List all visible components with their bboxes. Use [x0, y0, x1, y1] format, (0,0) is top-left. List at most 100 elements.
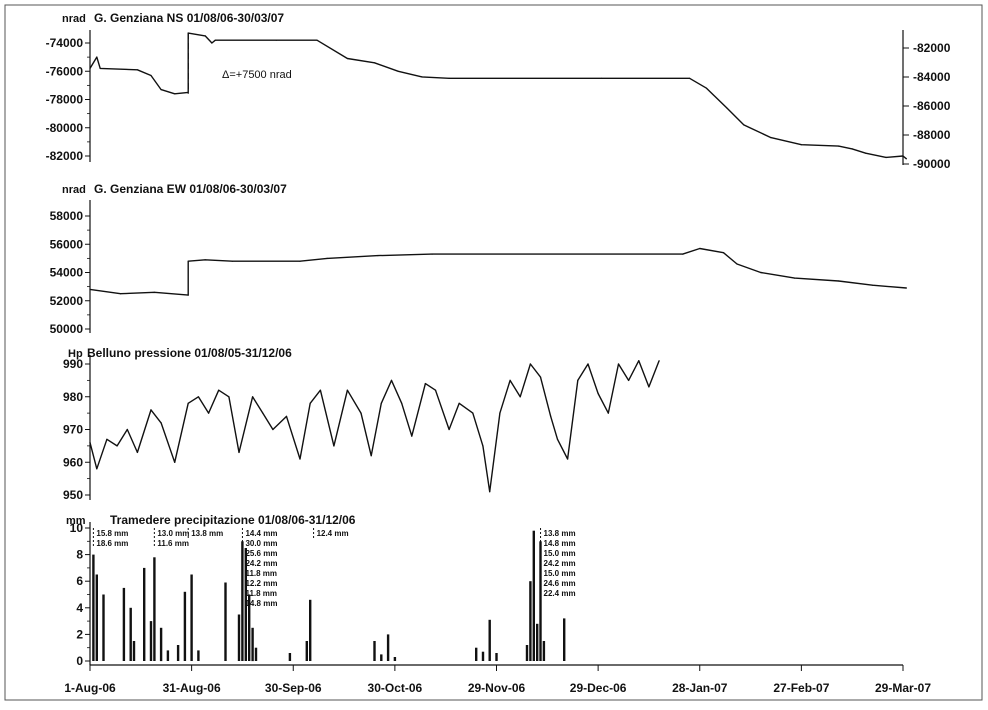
- series-line: [89, 247, 907, 296]
- precip-annotation: 13.0 mm: [157, 529, 189, 538]
- y-unit-label: mm: [66, 515, 86, 527]
- precip-bar: [481, 651, 485, 661]
- precip-bar: [529, 581, 532, 661]
- precip-annotation: 15.0 mm: [544, 549, 576, 558]
- data-point: [905, 287, 908, 289]
- data-point: [262, 412, 264, 414]
- precip-annotation: 13.8 mm: [191, 529, 223, 538]
- data-point: [682, 253, 684, 255]
- x-tick-label: 31-Aug-06: [163, 681, 221, 695]
- precip-annotation: 11.6 mm: [157, 539, 189, 548]
- precip-bar: [288, 653, 292, 661]
- precip-bar: [244, 548, 247, 661]
- data-point: [218, 389, 220, 391]
- data-point: [160, 422, 162, 424]
- data-point: [126, 428, 128, 431]
- data-point: [272, 428, 274, 431]
- y-tick-label: -78000: [46, 93, 84, 107]
- precip-bar: [542, 641, 546, 661]
- x-tick-label: 29-Nov-06: [468, 681, 526, 695]
- precip-bar: [159, 627, 163, 662]
- precip-bar: [92, 554, 95, 661]
- data-point: [458, 402, 460, 404]
- y-tick-label: 10: [70, 521, 84, 535]
- x-tick-label: 29-Mar-07: [875, 681, 931, 695]
- precip-bar: [166, 650, 170, 661]
- precip-bar: [563, 618, 566, 661]
- precip-bar: [393, 657, 397, 661]
- precip-bar: [305, 641, 308, 661]
- y-tick-label: 54000: [50, 266, 84, 280]
- data-point: [150, 74, 152, 77]
- data-point: [309, 402, 311, 404]
- y-tick-label-right: -88000: [913, 128, 951, 142]
- chart-title: Belluno pressione 01/08/05-31/12/06: [87, 346, 292, 360]
- x-tick-label: 28-Jan-07: [672, 681, 728, 695]
- precip-annotation: 25.6 mm: [245, 549, 277, 558]
- precip-bar: [224, 582, 227, 661]
- data-point: [600, 77, 603, 79]
- data-point: [838, 145, 840, 147]
- series-line: [89, 32, 907, 160]
- y-unit-label: nrad: [62, 13, 86, 25]
- delta-annotation: Δ=+7500 nrad: [222, 69, 292, 81]
- data-point: [89, 288, 91, 290]
- precip-annotation: 22.4 mm: [544, 589, 576, 598]
- data-point: [577, 379, 579, 381]
- precip-bar: [183, 591, 187, 661]
- data-point: [658, 360, 660, 362]
- precip-bar: [129, 607, 132, 661]
- precip-bar: [237, 614, 241, 661]
- data-point: [401, 402, 403, 404]
- data-point: [431, 253, 433, 255]
- y-unit-label: nrad: [62, 184, 86, 196]
- data-point: [556, 438, 559, 440]
- y-tick-label: 6: [76, 574, 83, 588]
- y-tick-label: 990: [63, 357, 83, 371]
- data-point: [360, 412, 362, 414]
- precip-annotation: 30.0 mm: [245, 539, 277, 548]
- data-point: [197, 396, 199, 398]
- precip-bar: [248, 594, 251, 661]
- data-point: [187, 91, 189, 93]
- data-point: [885, 156, 887, 158]
- precip-annotation: 14.4 mm: [245, 529, 277, 538]
- data-point: [550, 415, 552, 417]
- series-line: [89, 360, 660, 493]
- data-point: [89, 67, 91, 69]
- data-point: [472, 412, 474, 414]
- data-point: [238, 451, 240, 453]
- data-point: [689, 77, 691, 79]
- data-point: [539, 376, 542, 378]
- data-point: [160, 89, 162, 91]
- precip-annotation: 24.2 mm: [544, 559, 576, 568]
- precip-annotation: 11.8 mm: [245, 569, 277, 578]
- precip-bar: [373, 641, 376, 661]
- x-tick-label: 27-Feb-07: [773, 681, 829, 695]
- chart-title: G. Genziana NS 01/08/06-30/03/07: [94, 11, 284, 25]
- precip-bar: [536, 623, 539, 661]
- data-point: [299, 260, 301, 262]
- data-point: [96, 56, 98, 58]
- data-point: [174, 93, 176, 95]
- data-point: [96, 468, 98, 470]
- y-tick-label: 50000: [50, 322, 84, 336]
- y-tick-label: 980: [63, 390, 83, 404]
- precip-bar: [488, 619, 491, 661]
- precip-annotation: 18.6 mm: [96, 539, 128, 548]
- data-point: [628, 379, 630, 381]
- data-point: [333, 445, 335, 447]
- y-tick-label-right: -90000: [913, 157, 951, 171]
- data-point: [519, 396, 521, 398]
- y-tick-label: -80000: [46, 121, 84, 135]
- data-point: [326, 257, 328, 259]
- data-point: [377, 255, 379, 257]
- data-point: [434, 389, 437, 391]
- data-point: [187, 294, 189, 296]
- data-point: [865, 152, 867, 154]
- precip-bar: [539, 541, 542, 661]
- precip-annotation: 13.8 mm: [544, 529, 576, 538]
- data-point: [136, 69, 138, 71]
